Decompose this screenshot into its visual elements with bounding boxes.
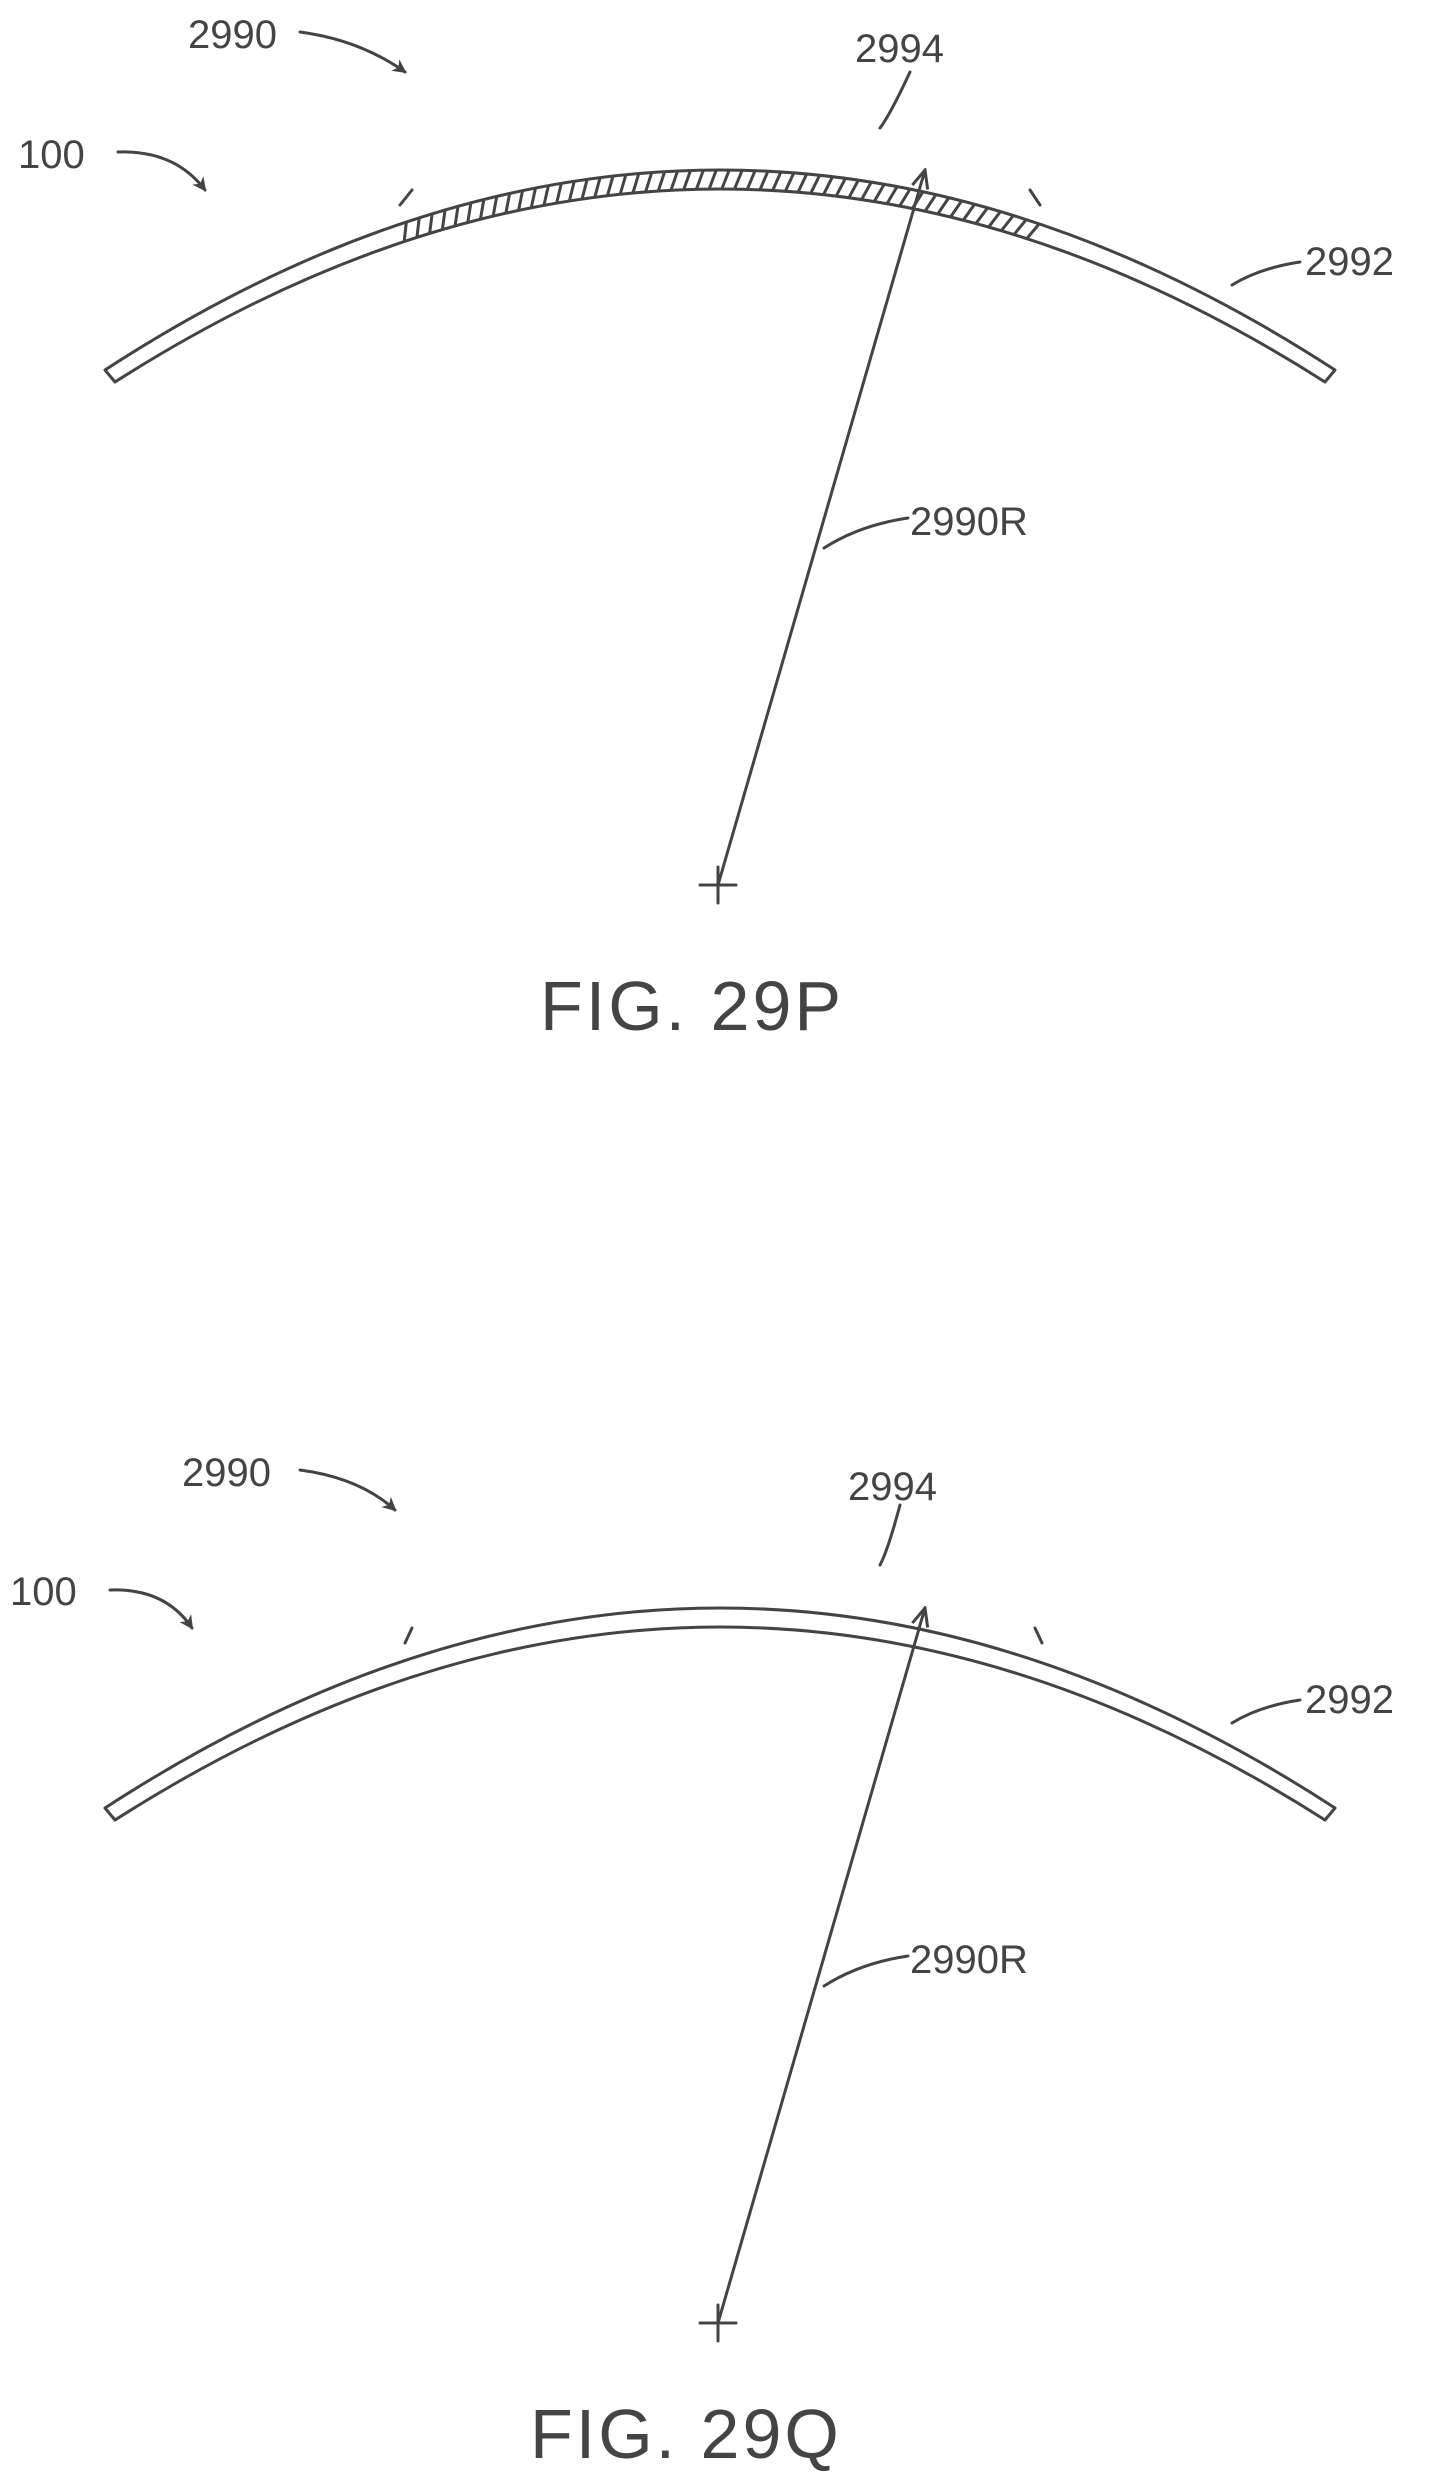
- hatch-line: [696, 170, 703, 189]
- caption-fig-29p: FIG. 29P: [540, 967, 844, 1045]
- label-100-29q: 100: [10, 1570, 77, 1614]
- label-2994-29p: 2994: [855, 27, 944, 71]
- label-2992-29p: 2992: [1305, 240, 1394, 284]
- hatch-line: [480, 199, 483, 219]
- radius-arrow-29q: [718, 1608, 925, 2323]
- hatch-line: [658, 172, 664, 191]
- hatch-line: [595, 178, 600, 198]
- label-100-29p: 100: [18, 133, 85, 177]
- hatch-line: [1027, 224, 1039, 239]
- hatch-line: [951, 201, 962, 217]
- hatch-line: [862, 182, 872, 199]
- center-mark-29q: [700, 2305, 736, 2341]
- hatch-line: [900, 189, 910, 206]
- hatch-line: [709, 170, 716, 189]
- hatch-line: [735, 170, 743, 189]
- label-2992-29q: 2992: [1305, 1678, 1394, 1722]
- hatch-line: [1001, 216, 1013, 231]
- hatch-line: [455, 206, 458, 226]
- leader-2992-29q: [1232, 1700, 1300, 1723]
- leader-2990-29p: [300, 32, 405, 72]
- region-boundary-left-29q: [405, 1628, 412, 1643]
- leader-2990-29q: [300, 1470, 395, 1510]
- hatch-line: [823, 177, 832, 195]
- hatch-line: [798, 174, 807, 192]
- radius-arrow-29p: [718, 170, 925, 885]
- caption-fig-29q: FIG. 29Q: [530, 2395, 842, 2473]
- hatch-line: [442, 210, 445, 230]
- leader-2990r-29q: [824, 1956, 908, 1986]
- hatch-line: [607, 176, 613, 196]
- hatch-line: [493, 196, 497, 216]
- hatch-line: [747, 171, 755, 190]
- hatch-line: [620, 175, 626, 195]
- hatch-line: [938, 198, 949, 214]
- hatch-line: [887, 187, 897, 204]
- hatch-line: [925, 195, 936, 212]
- leader-100-29p: [118, 152, 205, 190]
- hatch-line: [684, 170, 691, 189]
- hatch-line: [569, 181, 574, 201]
- leader-2990r-29p: [824, 518, 908, 548]
- hatch-line: [874, 184, 884, 201]
- hatch-line: [836, 178, 845, 196]
- hatch-line: [519, 191, 523, 211]
- hatch-line: [582, 179, 587, 199]
- hatch-line: [811, 175, 820, 193]
- hatch-line: [506, 193, 510, 213]
- hatch-line: [544, 186, 548, 206]
- leader-2994-29p: [880, 72, 910, 128]
- hatch-line: [417, 218, 419, 238]
- hatch-line: [976, 208, 988, 224]
- hatch-line: [531, 188, 535, 208]
- region-boundary-right-29p: [1030, 190, 1040, 205]
- hatch-line: [1014, 220, 1026, 235]
- leader-100-29q: [110, 1590, 192, 1628]
- label-2994-29q: 2994: [848, 1465, 937, 1509]
- hatch-line: [849, 180, 859, 198]
- label-2990r-29q: 2990R: [910, 1938, 1028, 1982]
- hatch-line: [773, 172, 781, 191]
- center-mark-29p: [700, 867, 736, 903]
- hatch-line: [785, 173, 793, 191]
- figure-29p: 2990 100 2994 2992 2990R FIG. 29P: [18, 13, 1394, 1045]
- label-2990-29p: 2990: [188, 13, 277, 57]
- hatch-line: [404, 222, 406, 242]
- leader-2992-29p: [1232, 262, 1300, 285]
- hatch-line: [430, 214, 433, 234]
- hatch-line: [989, 212, 1001, 227]
- label-2990-29q: 2990: [182, 1451, 271, 1495]
- label-2990r-29p: 2990R: [910, 500, 1028, 544]
- hatch-line: [633, 173, 639, 193]
- lens-arc-29q: [105, 1608, 1335, 1820]
- hatch-line: [468, 203, 471, 223]
- hatch-line: [671, 171, 678, 190]
- hatch-line: [722, 170, 729, 189]
- hatch-line: [760, 171, 768, 190]
- region-boundary-left-29p: [400, 190, 412, 205]
- region-boundary-right-29q: [1035, 1628, 1042, 1643]
- hatch-line: [963, 204, 974, 220]
- hatch-line: [646, 172, 652, 191]
- lens-arc-29p: [105, 170, 1335, 382]
- leader-2994-29q: [880, 1505, 900, 1565]
- hatch-line: [557, 183, 562, 203]
- figure-29q: 2990 100 2994 2992 2990R FIG. 29Q: [10, 1451, 1394, 2473]
- hatched-region-29p: [404, 170, 1039, 242]
